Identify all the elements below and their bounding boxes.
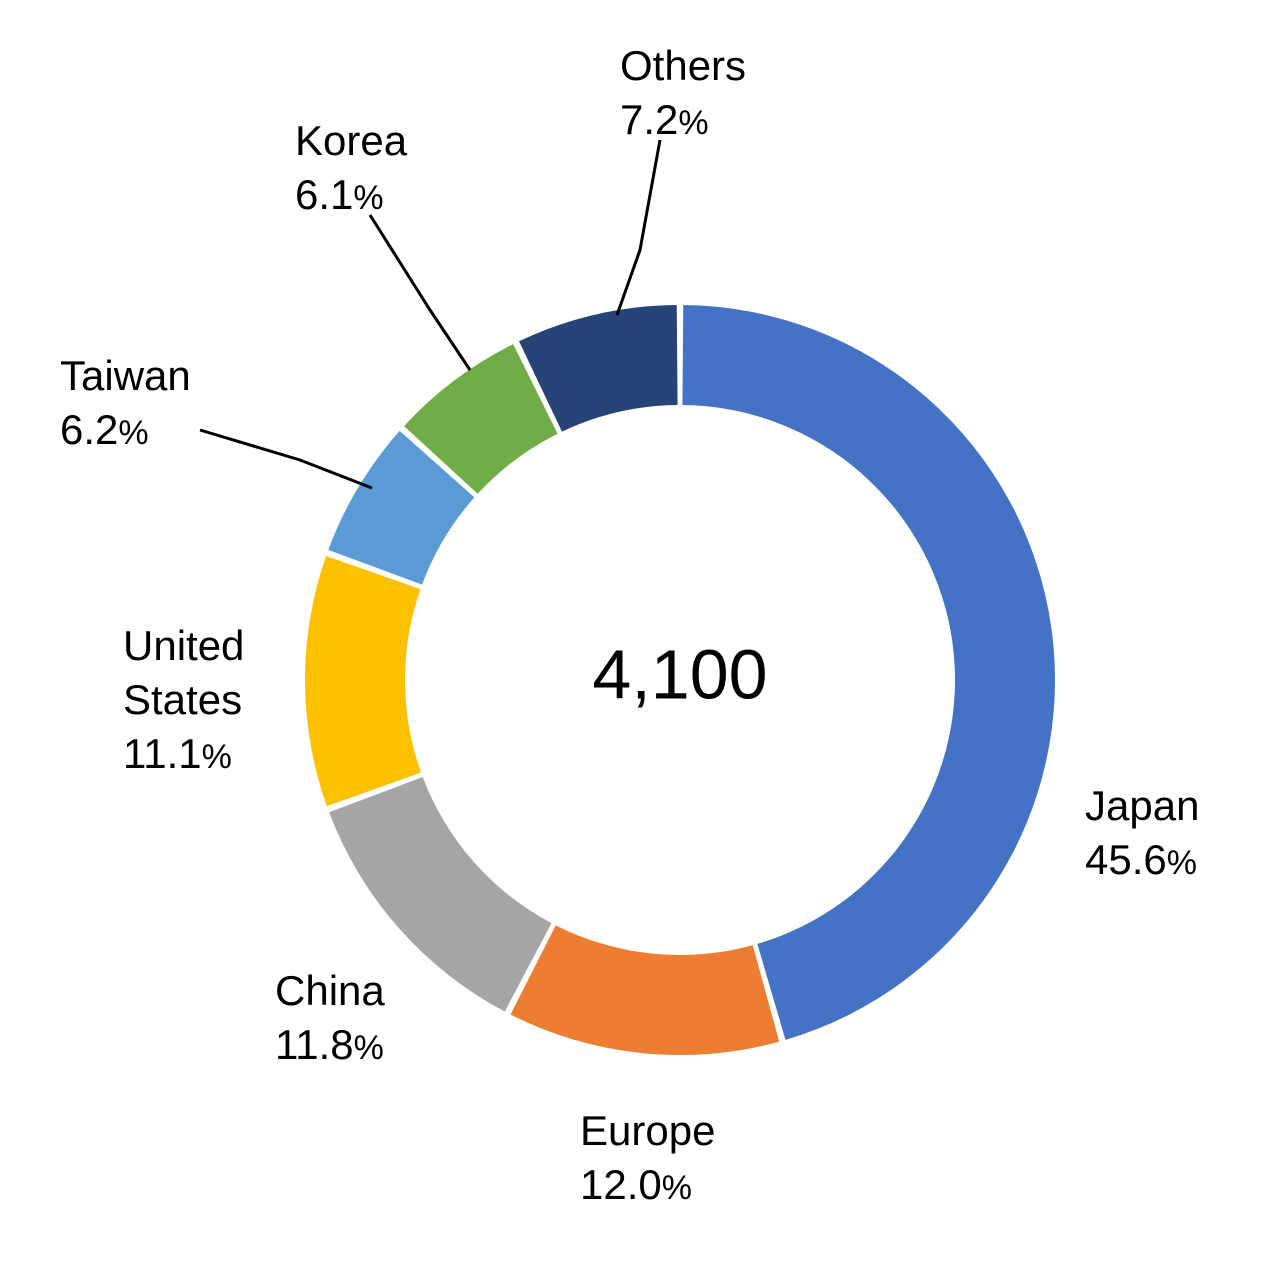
label-pct: 12.0% xyxy=(580,1161,692,1208)
donut-chart: Japan 45.6% Europe 12.0% China 11.8% United Sta… xyxy=(0,0,1280,1278)
center-total-value: 4,100 xyxy=(592,635,767,713)
label-pct: 6.1% xyxy=(295,171,384,218)
label-name: Korea xyxy=(295,117,408,164)
label-name: Europe xyxy=(580,1107,715,1154)
label-name: Others xyxy=(620,42,746,89)
label-pct: 45.6% xyxy=(1085,836,1197,883)
label-pct: 11.1% xyxy=(123,730,232,777)
label-pct: 6.2% xyxy=(60,406,149,453)
label-europe: Europe 12.0% xyxy=(580,1107,715,1208)
leader-taiwan xyxy=(200,430,372,488)
label-name: China xyxy=(275,967,385,1014)
slice-united-states xyxy=(305,556,421,806)
label-united-states: United States 11.1% xyxy=(123,622,244,777)
label-name: Taiwan xyxy=(60,352,191,399)
label-others: Others 7.2% xyxy=(620,42,746,143)
label-korea: Korea 6.1% xyxy=(295,117,408,218)
label-name: United xyxy=(123,622,244,669)
label-china: China 11.8% xyxy=(275,967,385,1068)
label-japan: Japan 45.6% xyxy=(1085,782,1199,883)
label-taiwan: Taiwan 6.2% xyxy=(60,352,191,453)
label-pct: 11.8% xyxy=(275,1021,384,1068)
label-name: Japan xyxy=(1085,782,1199,829)
leader-korea xyxy=(370,215,470,370)
label-name: States xyxy=(123,676,242,723)
label-pct: 7.2% xyxy=(620,96,709,143)
leader-others xyxy=(617,140,660,315)
slice-europe xyxy=(511,925,780,1055)
